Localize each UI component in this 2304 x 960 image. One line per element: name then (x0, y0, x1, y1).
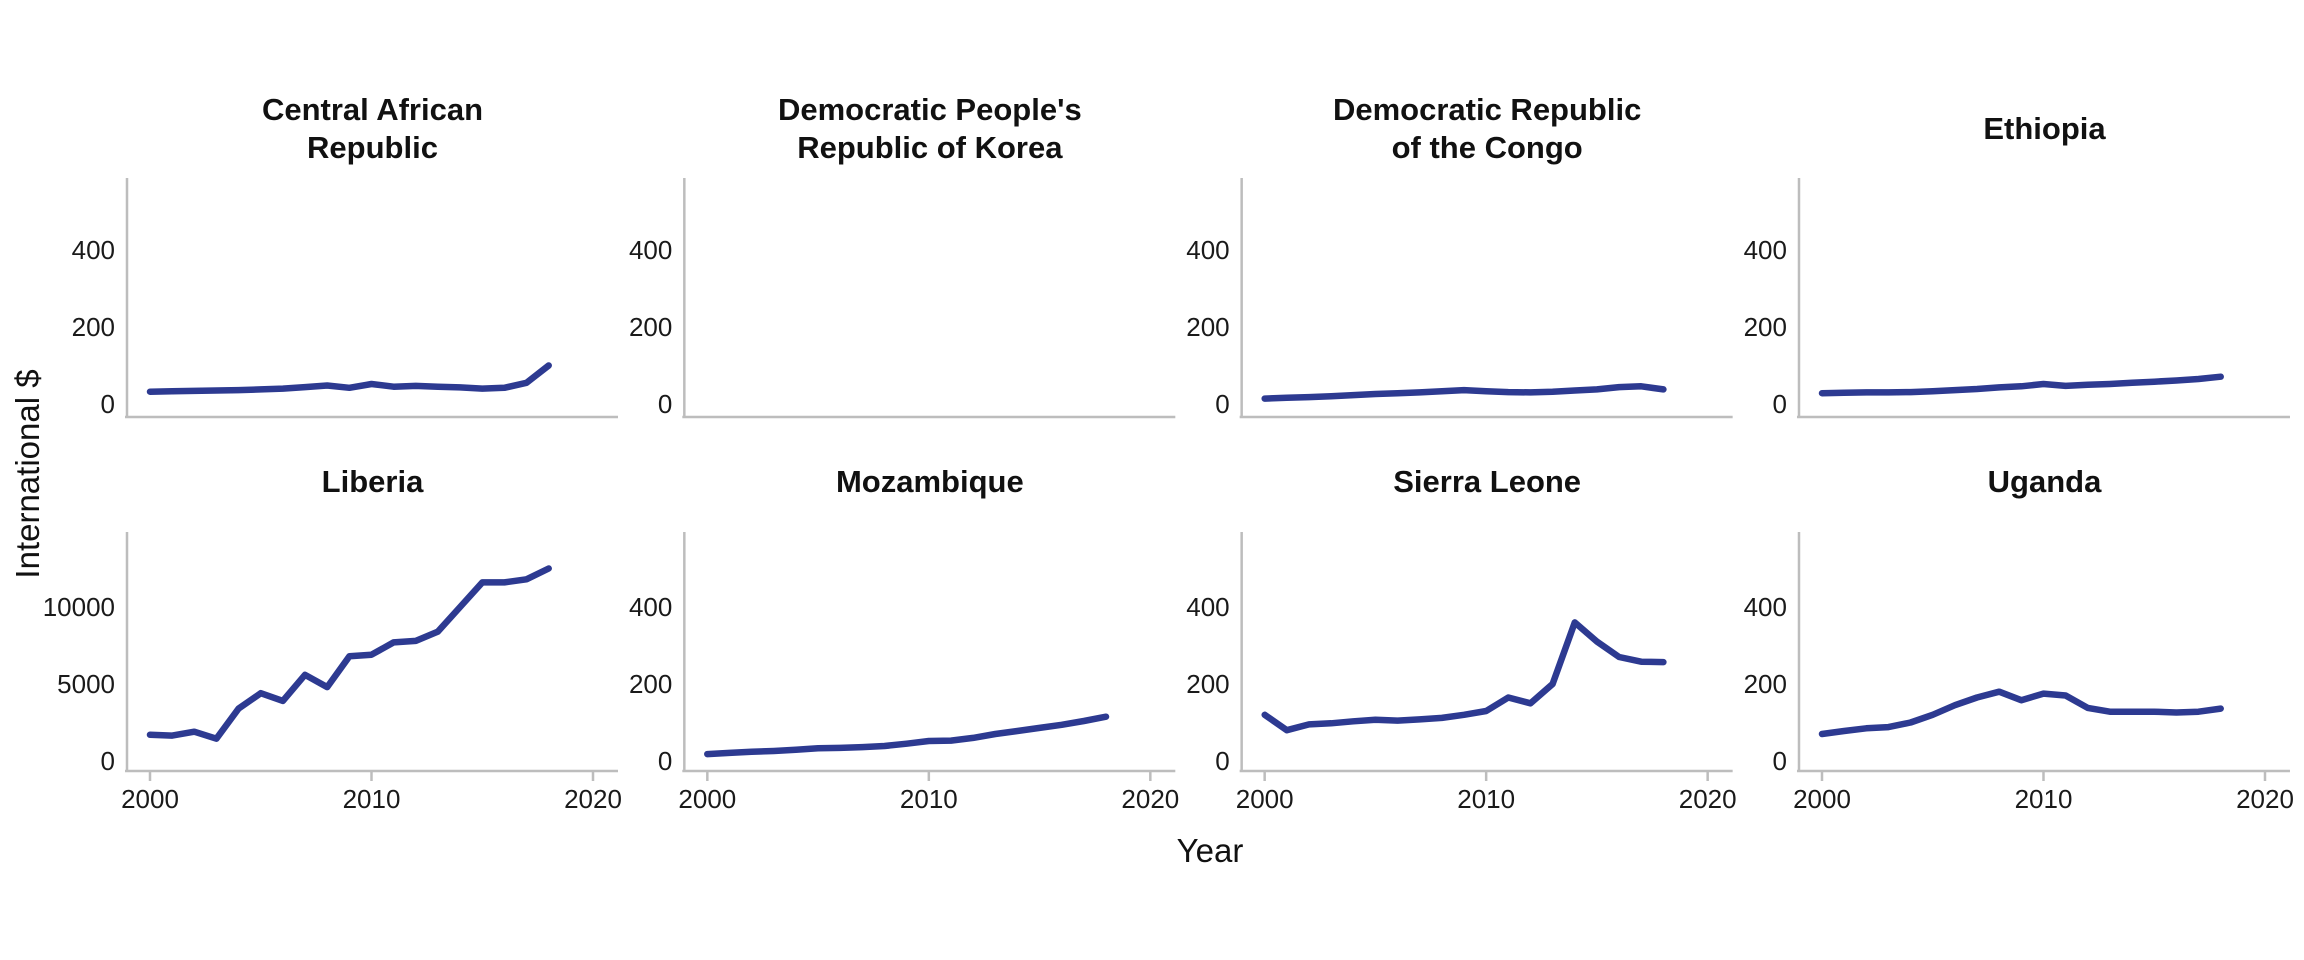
panel-title: Liberia (322, 464, 424, 499)
panel-title: Republic (307, 130, 438, 165)
data-line (1261, 383, 1667, 402)
data-line (704, 713, 1110, 758)
y-tick-label: 0 (1773, 746, 1787, 776)
y-tick-label: 0 (1215, 389, 1229, 419)
panel-uganda: Uganda 0 200 400 2000 2010 2020 (1744, 464, 2294, 814)
panel-sierra-leone: Sierra Leone 0 200 400 2000 2010 2020 (1186, 464, 1736, 814)
y-tick-label: 0 (1773, 389, 1787, 419)
y-tick-label: 0 (101, 389, 115, 419)
y-tick-label: 200 (629, 669, 672, 699)
y-tick-label: 400 (629, 235, 672, 265)
y-tick-label: 200 (1744, 669, 1787, 699)
y-tick-label: 200 (1744, 312, 1787, 342)
panel-ethiopia: Ethiopia 0 200 400 (1744, 111, 2290, 419)
panel-mozambique: Mozambique 0 200 400 2000 2010 2020 (629, 464, 1179, 814)
panel-title: Mozambique (836, 464, 1024, 499)
x-tick-label: 2000 (121, 784, 179, 814)
data-line (1818, 688, 2224, 738)
y-tick-label: 400 (1744, 235, 1787, 265)
x-axis-label: Year (1176, 832, 1244, 869)
panel-title: Central African (262, 92, 483, 127)
panel-title: Ethiopia (1983, 111, 2106, 146)
x-tick-label: 2000 (1236, 784, 1294, 814)
x-tick-label: 2010 (1457, 784, 1515, 814)
y-tick-label: 0 (1215, 746, 1229, 776)
x-tick-label: 2020 (1121, 784, 1179, 814)
y-tick-label: 0 (658, 389, 672, 419)
y-tick-label: 400 (1186, 235, 1229, 265)
y-tick-label: 400 (72, 235, 115, 265)
panel-title: Sierra Leone (1393, 464, 1581, 499)
data-line (146, 565, 552, 742)
x-tick-label: 2010 (343, 784, 401, 814)
y-tick-label: 400 (629, 592, 672, 622)
panel-title: Uganda (1988, 464, 2102, 499)
y-tick-label: 0 (101, 746, 115, 776)
y-axis-label: International $ (9, 369, 46, 579)
x-tick-label: 2010 (900, 784, 958, 814)
y-tick-label: 200 (1186, 312, 1229, 342)
y-tick-label: 0 (658, 746, 672, 776)
panel-title: Democratic People's (778, 92, 1082, 127)
panel-title: Democratic Republic (1333, 92, 1641, 127)
x-tick-label: 2000 (1793, 784, 1851, 814)
y-tick-label: 200 (72, 312, 115, 342)
panel-liberia: Liberia 0 5000 10000 2000 2010 2020 (43, 464, 622, 814)
x-tick-label: 2020 (564, 784, 622, 814)
panel-title: of the Congo (1392, 130, 1583, 165)
data-line (1261, 619, 1667, 734)
x-tick-label: 2020 (2236, 784, 2294, 814)
data-line (1818, 373, 2224, 397)
y-tick-label: 400 (1744, 592, 1787, 622)
data-line (146, 362, 552, 395)
x-tick-label: 2010 (2015, 784, 2073, 814)
x-tick-label: 2000 (678, 784, 736, 814)
x-tick-label: 2020 (1679, 784, 1737, 814)
y-tick-label: 10000 (43, 592, 115, 622)
y-tick-label: 400 (1186, 592, 1229, 622)
y-tick-label: 5000 (57, 669, 115, 699)
panel-title: Republic of Korea (797, 130, 1063, 165)
y-tick-label: 200 (629, 312, 672, 342)
y-tick-label: 200 (1186, 669, 1229, 699)
